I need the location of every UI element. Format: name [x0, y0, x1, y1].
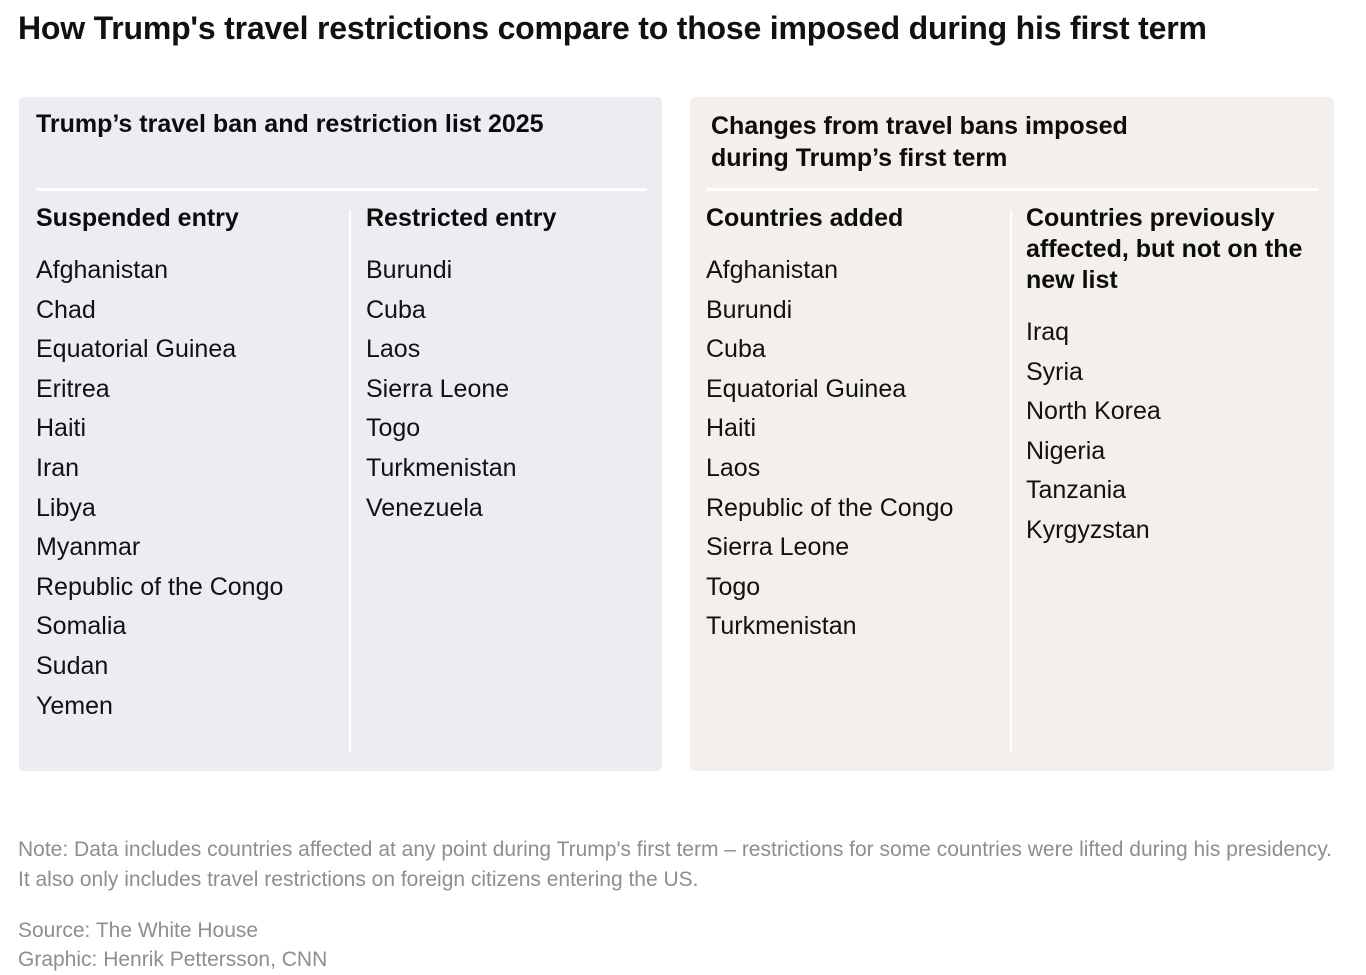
panel-title-changes: Changes from travel bans imposed during … [711, 110, 1128, 174]
restricted-entry-column: Restricted entry Burundi Cuba Laos Sierra L… [366, 203, 556, 528]
country-list-item: Burundi [366, 256, 453, 284]
country-list-item: Afghanistan [36, 256, 169, 284]
countries-removed-list: Iraq Syria North Korea Nigeria Tanzania Kyrgy… [1026, 313, 1316, 551]
country-list-item: Burundi [706, 295, 793, 324]
panel-divider [707, 188, 1318, 191]
panel-title-2025-list: Trump’s travel ban and restriction list … [36, 110, 544, 138]
restricted-entry-list: Burundi Cuba Laos Sierra Leone Togo Turkmenis… [366, 251, 556, 528]
graphic-credit: Graphic: Henrik Pettersson, CNN [18, 948, 328, 971]
country-list-item: Turkmenistan [366, 453, 517, 482]
country-list-item: Chad [36, 295, 96, 324]
country-list-item: Togo [366, 414, 421, 443]
country-list-item: Turkmenistan [706, 612, 857, 641]
country-list-item: Haiti [706, 414, 757, 443]
panel-title-line-2: during Trump’s first term [711, 144, 1008, 172]
country-list-item: Syria [1026, 357, 1083, 386]
country-list-item: Cuba [706, 335, 766, 364]
country-list-item: Eritrea [36, 374, 110, 403]
country-list-item: Cuba [366, 295, 426, 324]
country-list-item: Equatorial Guinea [36, 335, 237, 364]
country-list-item: Haiti [36, 414, 87, 443]
changes-panel: Changes from travel bans imposed during … [690, 97, 1334, 771]
country-list-item: Myanmar [36, 533, 141, 562]
countries-added-heading: Countries added [706, 204, 904, 232]
source-credit: Source: The White House [18, 919, 259, 942]
country-list-item: Laos [706, 453, 761, 482]
country-list-item: Equatorial Guinea [706, 374, 907, 403]
country-list-item: Venezuela [366, 493, 483, 522]
suspended-entry-column: Suspended entry Afghanistan Chad Equatoria… [36, 203, 283, 726]
country-list-item: Libya [36, 493, 96, 522]
restricted-entry-heading: Restricted entry [366, 204, 557, 232]
suspended-entry-heading: Suspended entry [36, 204, 239, 232]
country-list-item: Somalia [36, 612, 127, 641]
country-list-item: Afghanistan [706, 256, 839, 284]
country-list-item: Kyrgyzstan [1026, 515, 1150, 544]
country-list-item: Iran [36, 453, 80, 482]
panel-divider [36, 188, 647, 191]
country-list-item: Iraq [1026, 318, 1070, 346]
page-title: How Trump's travel restrictions compare … [18, 10, 1207, 46]
country-list-item: Republic of the Congo [706, 493, 954, 522]
travel-ban-list-panel: Trump’s travel ban and restriction list … [19, 97, 662, 771]
footnote: Note: Data includes countries affected a… [18, 838, 1333, 891]
country-list-item: Sierra Leone [706, 533, 850, 562]
column-divider [349, 210, 351, 752]
countries-added-list: Afghanistan Burundi Cuba Equatorial Guinea H… [706, 251, 953, 647]
countries-removed-heading: Countries previously affected, but not o… [1026, 204, 1303, 294]
country-list-item: Laos [366, 335, 421, 364]
country-list-item: Togo [706, 572, 761, 601]
country-list-item: North Korea [1026, 397, 1161, 426]
countries-removed-column: Countries previously affected, but not o… [1026, 203, 1316, 551]
country-list-item: Nigeria [1026, 436, 1106, 465]
country-list-item: Sierra Leone [366, 374, 510, 403]
country-list-item: Sudan [36, 651, 109, 680]
suspended-entry-list: Afghanistan Chad Equatorial Guinea Eritrea H… [36, 251, 283, 726]
country-list-item: Republic of the Congo [36, 572, 284, 601]
country-list-item: Tanzania [1026, 476, 1127, 505]
country-list-item: Yemen [36, 691, 113, 720]
panel-title-line-1: Changes from travel bans imposed [711, 112, 1128, 140]
column-divider [1010, 210, 1012, 752]
countries-added-column: Countries added Afghanistan Burundi Cuba Eq… [706, 203, 953, 647]
